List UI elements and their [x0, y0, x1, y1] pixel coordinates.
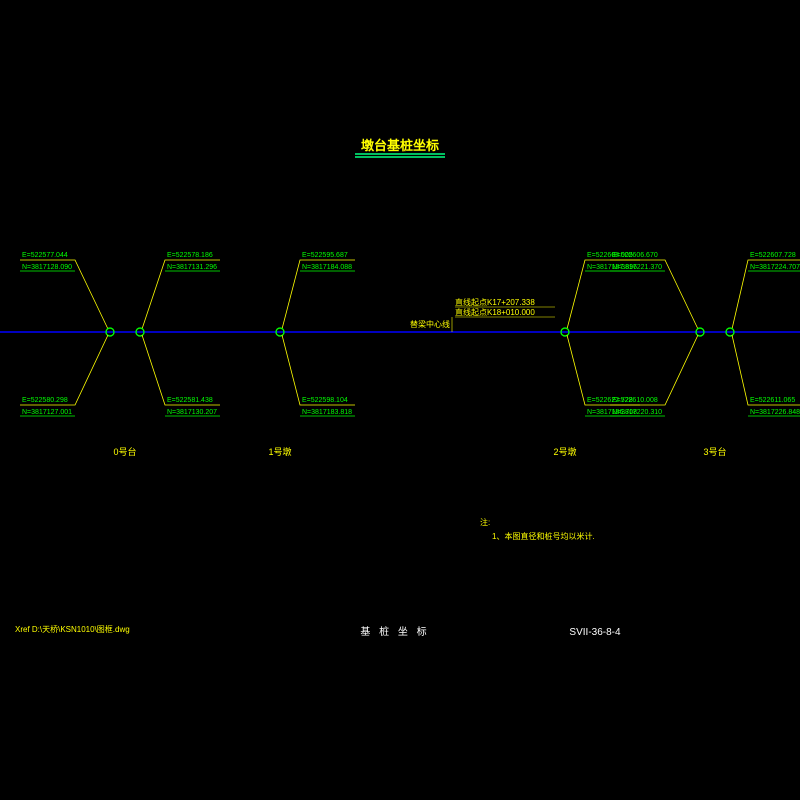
axis-annotation-1: 直线起点K17+207.338 [455, 297, 535, 307]
coord-n: N=3817128.090 [22, 264, 72, 271]
xref-path: Xref D:\天桥\KSN1010\图框.dwg [15, 624, 130, 634]
coord-e: E=522606.670 [612, 252, 658, 259]
coord-leader [20, 335, 108, 405]
coord-e: E=522577.044 [22, 252, 68, 259]
coord-e: E=522581.438 [167, 397, 213, 404]
coord-e: E=522580.298 [22, 397, 68, 404]
note-text: 1、本图直径和桩号均以米计. [492, 531, 595, 541]
pier-label: 1号墩 [268, 446, 291, 457]
pier-label: 0号台 [113, 446, 136, 457]
coord-e: E=522578.186 [167, 252, 213, 259]
coord-n: N=3817226.848 [750, 409, 800, 416]
coord-n: N=3817127.001 [22, 409, 72, 416]
coord-n: N=3817183.818 [302, 409, 352, 416]
coord-e: E=522611.065 [750, 397, 795, 404]
coord-e: E=522595.687 [302, 252, 348, 259]
drawing-code: SVII-36-8-4 [569, 627, 621, 638]
axis-annotation-2: 直线起点K18+010.000 [455, 307, 535, 317]
coord-leader [282, 335, 355, 405]
center-line-label: 替梁中心线 [410, 319, 450, 329]
coord-leader [142, 335, 220, 405]
coord-n: N=3817184.088 [302, 264, 352, 271]
coord-n: N=3817131.296 [167, 264, 217, 271]
note-heading: 注: [480, 517, 490, 527]
coord-leader [732, 335, 800, 405]
pier-label: 2号墩 [553, 446, 576, 457]
coord-n: N=3817221.370 [612, 264, 662, 271]
coord-e: E=522607.728 [750, 252, 796, 259]
coord-leader [567, 335, 640, 405]
bottom-subtitle: 基 桩 坐 标 [360, 625, 429, 638]
coord-e: E=522598.104 [302, 397, 348, 404]
drawing-title: 墩台基桩坐标 [361, 138, 439, 153]
coord-n: N=3817130.207 [167, 409, 217, 416]
coord-leader [610, 335, 698, 405]
coord-e: E=522610.008 [612, 397, 658, 404]
coord-n: N=3817220.310 [612, 409, 662, 416]
drawing-canvas: 墩台基桩坐标替梁中心线 直线起点K17+207.338直线起点K18+010.00… [0, 0, 800, 800]
pier-label: 3号台 [703, 446, 726, 457]
coord-n: N=3817224.707 [750, 264, 800, 271]
